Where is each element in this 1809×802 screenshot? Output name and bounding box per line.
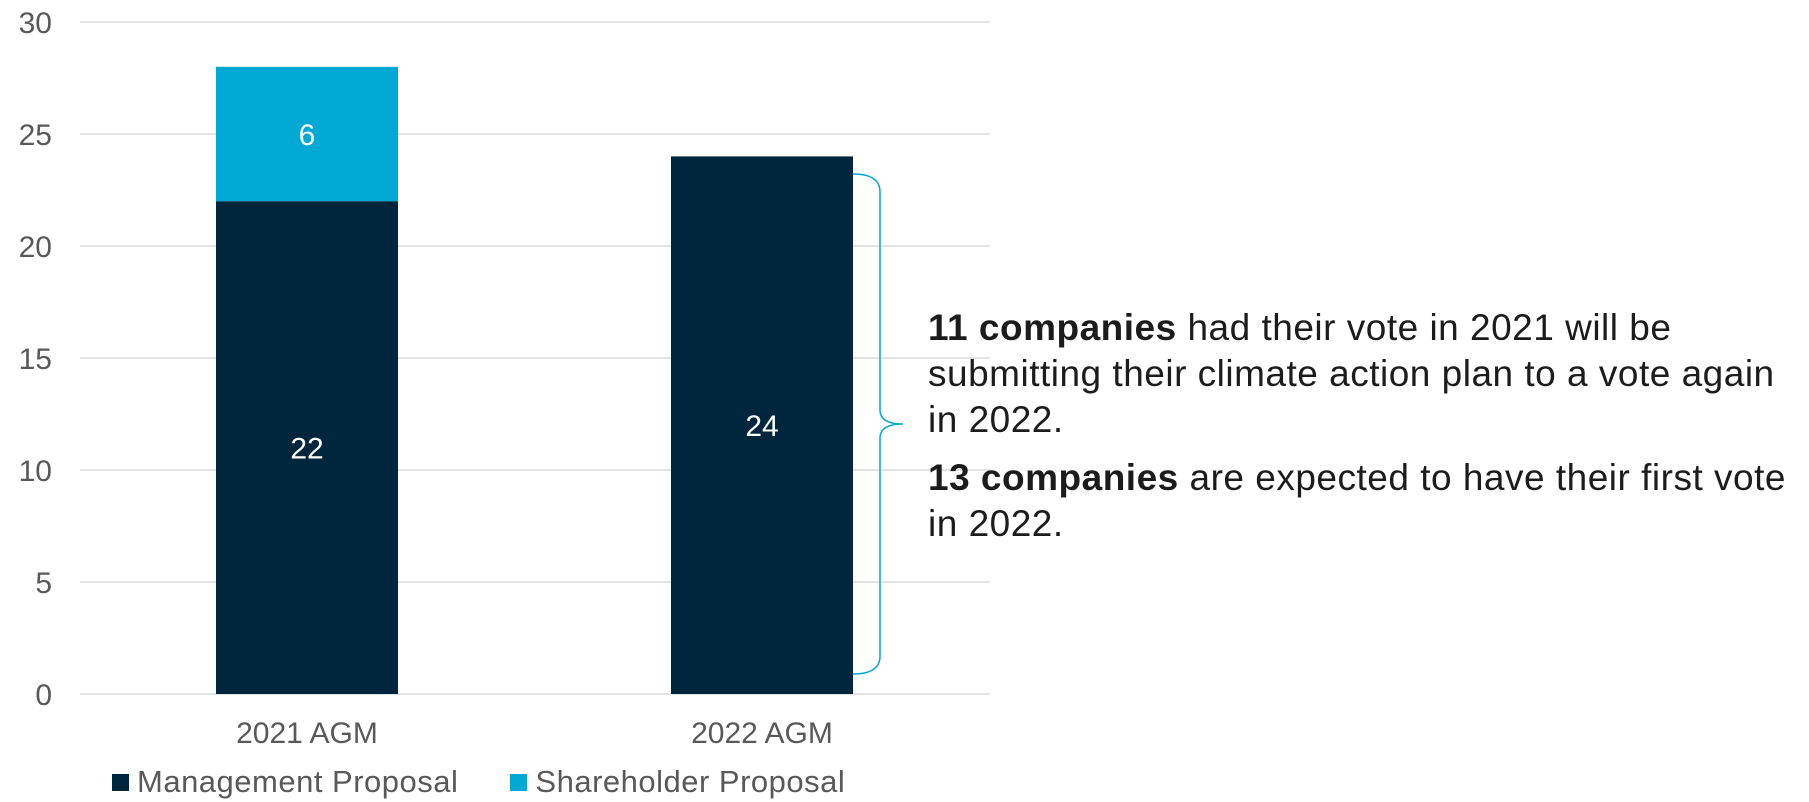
y-tick-label: 30 — [19, 7, 52, 40]
annotation-paragraph-1: 11 companies had their vote in 2021 will… — [928, 307, 1775, 440]
y-tick-label: 5 — [35, 567, 52, 600]
y-tick-label: 10 — [19, 455, 52, 488]
bar-shareholder-1 — [216, 66, 398, 202]
data-label: 24 — [745, 410, 778, 443]
legend-swatch-shareholder — [510, 773, 528, 791]
data-label: 6 — [299, 119, 316, 152]
bar-management-2 — [671, 156, 853, 694]
bracket-annotation — [852, 173, 904, 675]
bar-management-1 — [216, 201, 398, 694]
legend-swatch-management — [112, 773, 129, 791]
y-tick-label: 15 — [19, 343, 52, 376]
x-tick-label: 2022 AGM — [691, 717, 833, 750]
x-tick-label: 2021 AGM — [236, 717, 378, 750]
data-label: 22 — [290, 433, 323, 466]
annotation-paragraph-2: 13 companies are expected to have their … — [928, 457, 1786, 544]
y-axis: 0 5 10 15 20 25 30 — [19, 7, 52, 712]
x-axis: 2021 AGM 2022 AGM — [236, 717, 833, 750]
data-labels: 22 6 24 — [290, 119, 778, 466]
bar-chart: 0 5 10 15 20 25 30 22 6 24 2021 AGM 2022 AGM — [19, 7, 990, 750]
bars — [216, 66, 853, 694]
y-tick-label: 20 — [19, 231, 52, 264]
legend: Management Proposal Shareholder Proposal — [112, 762, 897, 802]
legend-item-shareholder: Shareholder Proposal — [510, 764, 845, 800]
legend-item-management: Management Proposal — [112, 764, 458, 800]
y-tick-label: 0 — [35, 679, 52, 712]
annotation-text: 11 companies had their vote in 2021 will… — [928, 305, 1808, 559]
y-tick-label: 25 — [19, 119, 52, 152]
